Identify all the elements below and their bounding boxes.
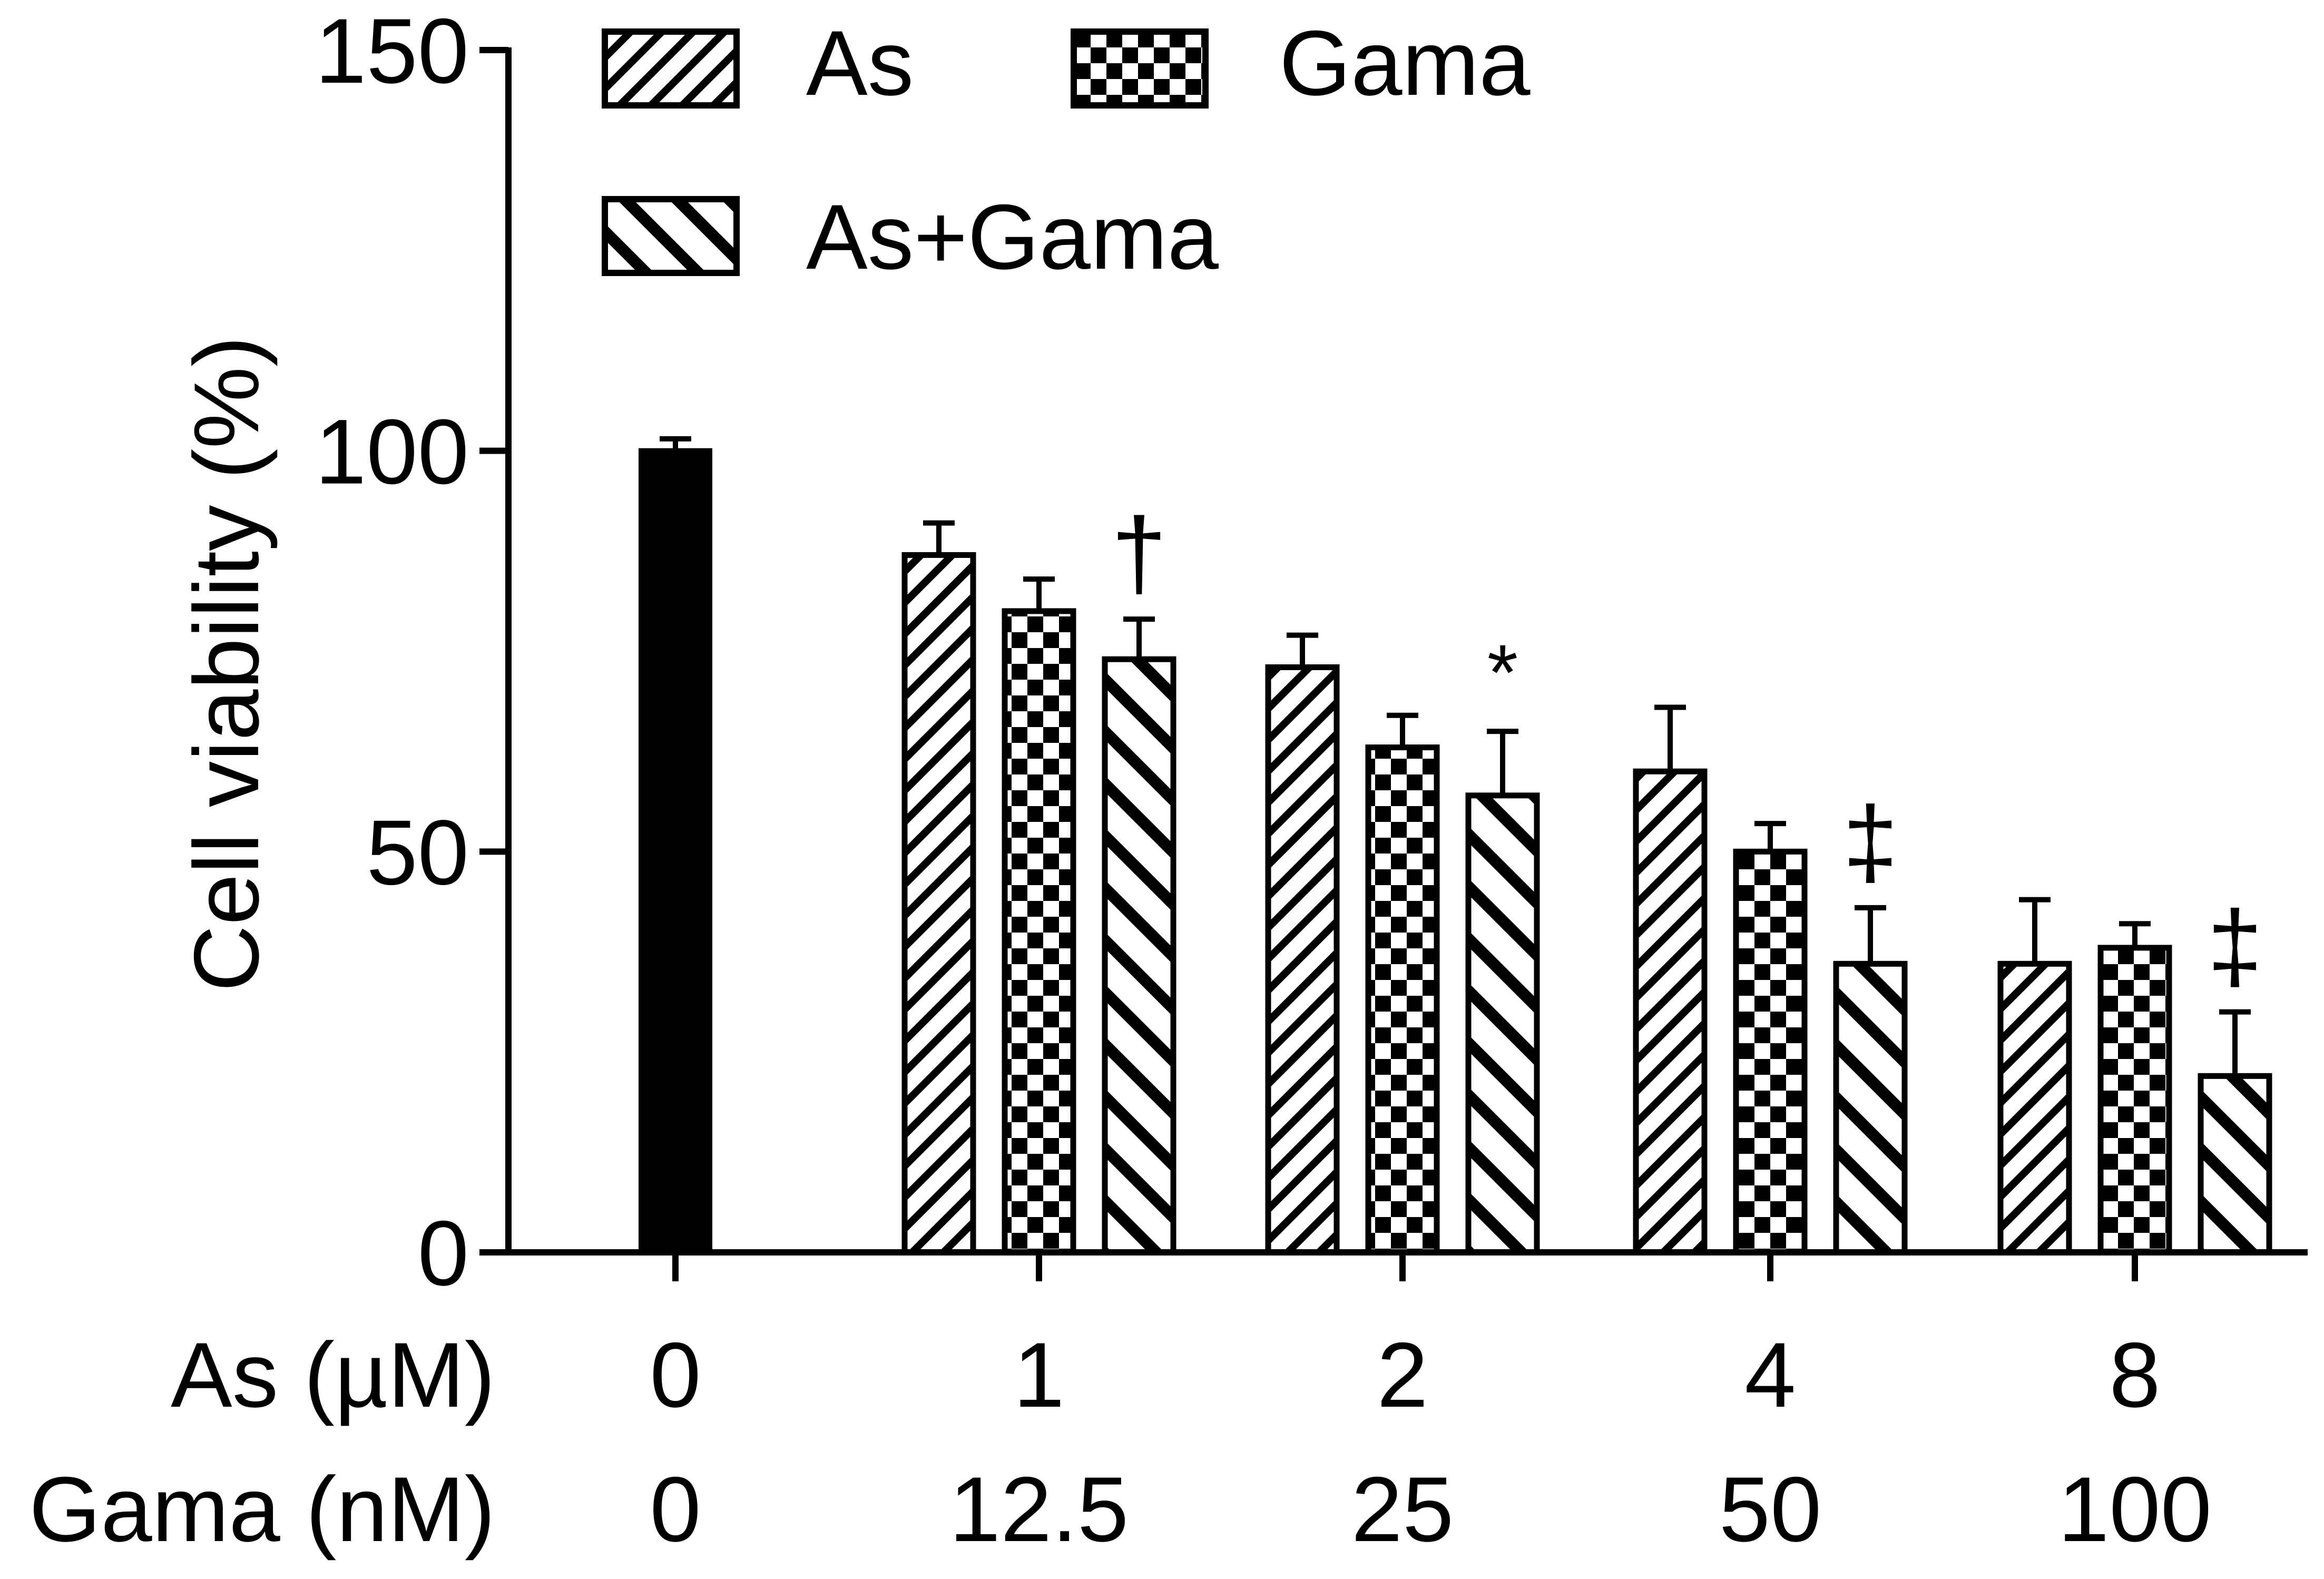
bar-as-2: [1265, 664, 1340, 1256]
legend-label-as-gama: As+Gama: [806, 186, 1219, 289]
significance-mark-2: *: [1487, 628, 1518, 717]
y-axis-label: Cell viability (%): [175, 336, 278, 992]
bar-as-4: [1633, 768, 1708, 1256]
legend-swatch-gama: [1071, 28, 1209, 109]
legend-label-gama: Gama: [1279, 12, 1531, 115]
bar-as-gama-2: [1465, 792, 1540, 1256]
bar-gama-2: [1365, 744, 1440, 1256]
x-tick-label-gama-3: 50: [1719, 1458, 1822, 1561]
x-tick-label-as-1: 1: [1013, 1324, 1064, 1427]
x-tick-label-as-2: 2: [1377, 1324, 1428, 1427]
x-tick-label-gama-0: 0: [650, 1458, 701, 1561]
bar-as-gama-1: [1102, 656, 1176, 1256]
y-tick-label-0: 0: [418, 1202, 469, 1305]
ticks: 0 50 100 150 0 0 1 12.5 2 25 4 50 8 100: [315, 0, 2212, 1561]
legend-swatch-as-gama: [602, 196, 740, 276]
legend-label-as: As: [806, 12, 914, 115]
x-tick-label-gama-2: 25: [1351, 1458, 1454, 1561]
x-row-label-gama: Gama (nM): [29, 1458, 495, 1561]
bar-as-8: [1997, 960, 2072, 1256]
bar-as-1: [901, 552, 976, 1256]
x-row-label-as: As (µM): [171, 1324, 495, 1427]
x-tick-label-as-0: 0: [650, 1324, 701, 1427]
significance-mark-1: †: [1111, 497, 1167, 609]
bar-gama-8: [2097, 945, 2172, 1256]
x-tick-label-gama-4: 100: [2058, 1458, 2212, 1561]
x-tick-label-as-3: 4: [1744, 1324, 1796, 1427]
y-tick-label-50: 50: [366, 801, 469, 904]
significance-mark-8: ‡: [2207, 890, 2263, 1002]
legend-swatch-as: [602, 28, 740, 109]
legend: As Gama As+Gama: [602, 12, 1531, 289]
bars: † * ‡ ‡: [639, 436, 2272, 1256]
axes: [505, 47, 2308, 1256]
bar-as-gama-4: [1833, 960, 1908, 1256]
y-tick-label-100: 100: [315, 401, 469, 504]
bar-control: [639, 448, 712, 1256]
significance-mark-4: ‡: [1842, 786, 1898, 898]
bar-as-gama-8: [2198, 1073, 2272, 1256]
bar-gama-4: [1733, 848, 1808, 1256]
bar-gama-1: [1002, 608, 1076, 1256]
x-tick-label-gama-1: 12.5: [949, 1458, 1129, 1561]
y-tick-label-150: 150: [315, 0, 469, 103]
x-tick-label-as-4: 8: [2109, 1324, 2160, 1427]
